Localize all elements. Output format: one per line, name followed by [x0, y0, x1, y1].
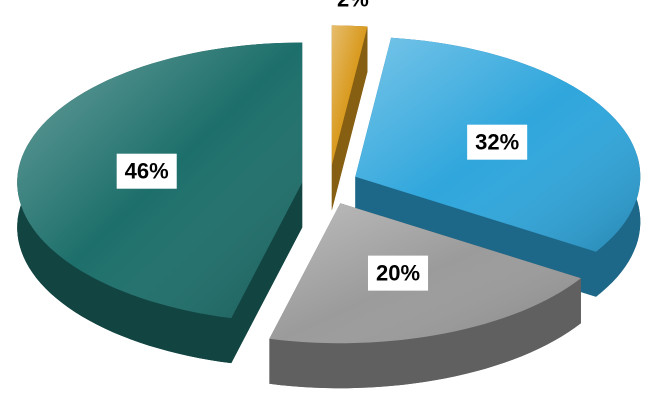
slice-sheen [331, 25, 368, 166]
data-label: 20% [376, 261, 420, 286]
data-label: 32% [475, 130, 519, 155]
slice-side [269, 278, 581, 389]
data-label-box [467, 124, 528, 160]
data-label: 46% [125, 159, 169, 184]
slice-edge [231, 182, 303, 364]
data-label-box [116, 153, 177, 189]
data-label: 2% [337, 0, 369, 11]
data-label-box [367, 255, 429, 291]
slice-edge [331, 26, 368, 211]
